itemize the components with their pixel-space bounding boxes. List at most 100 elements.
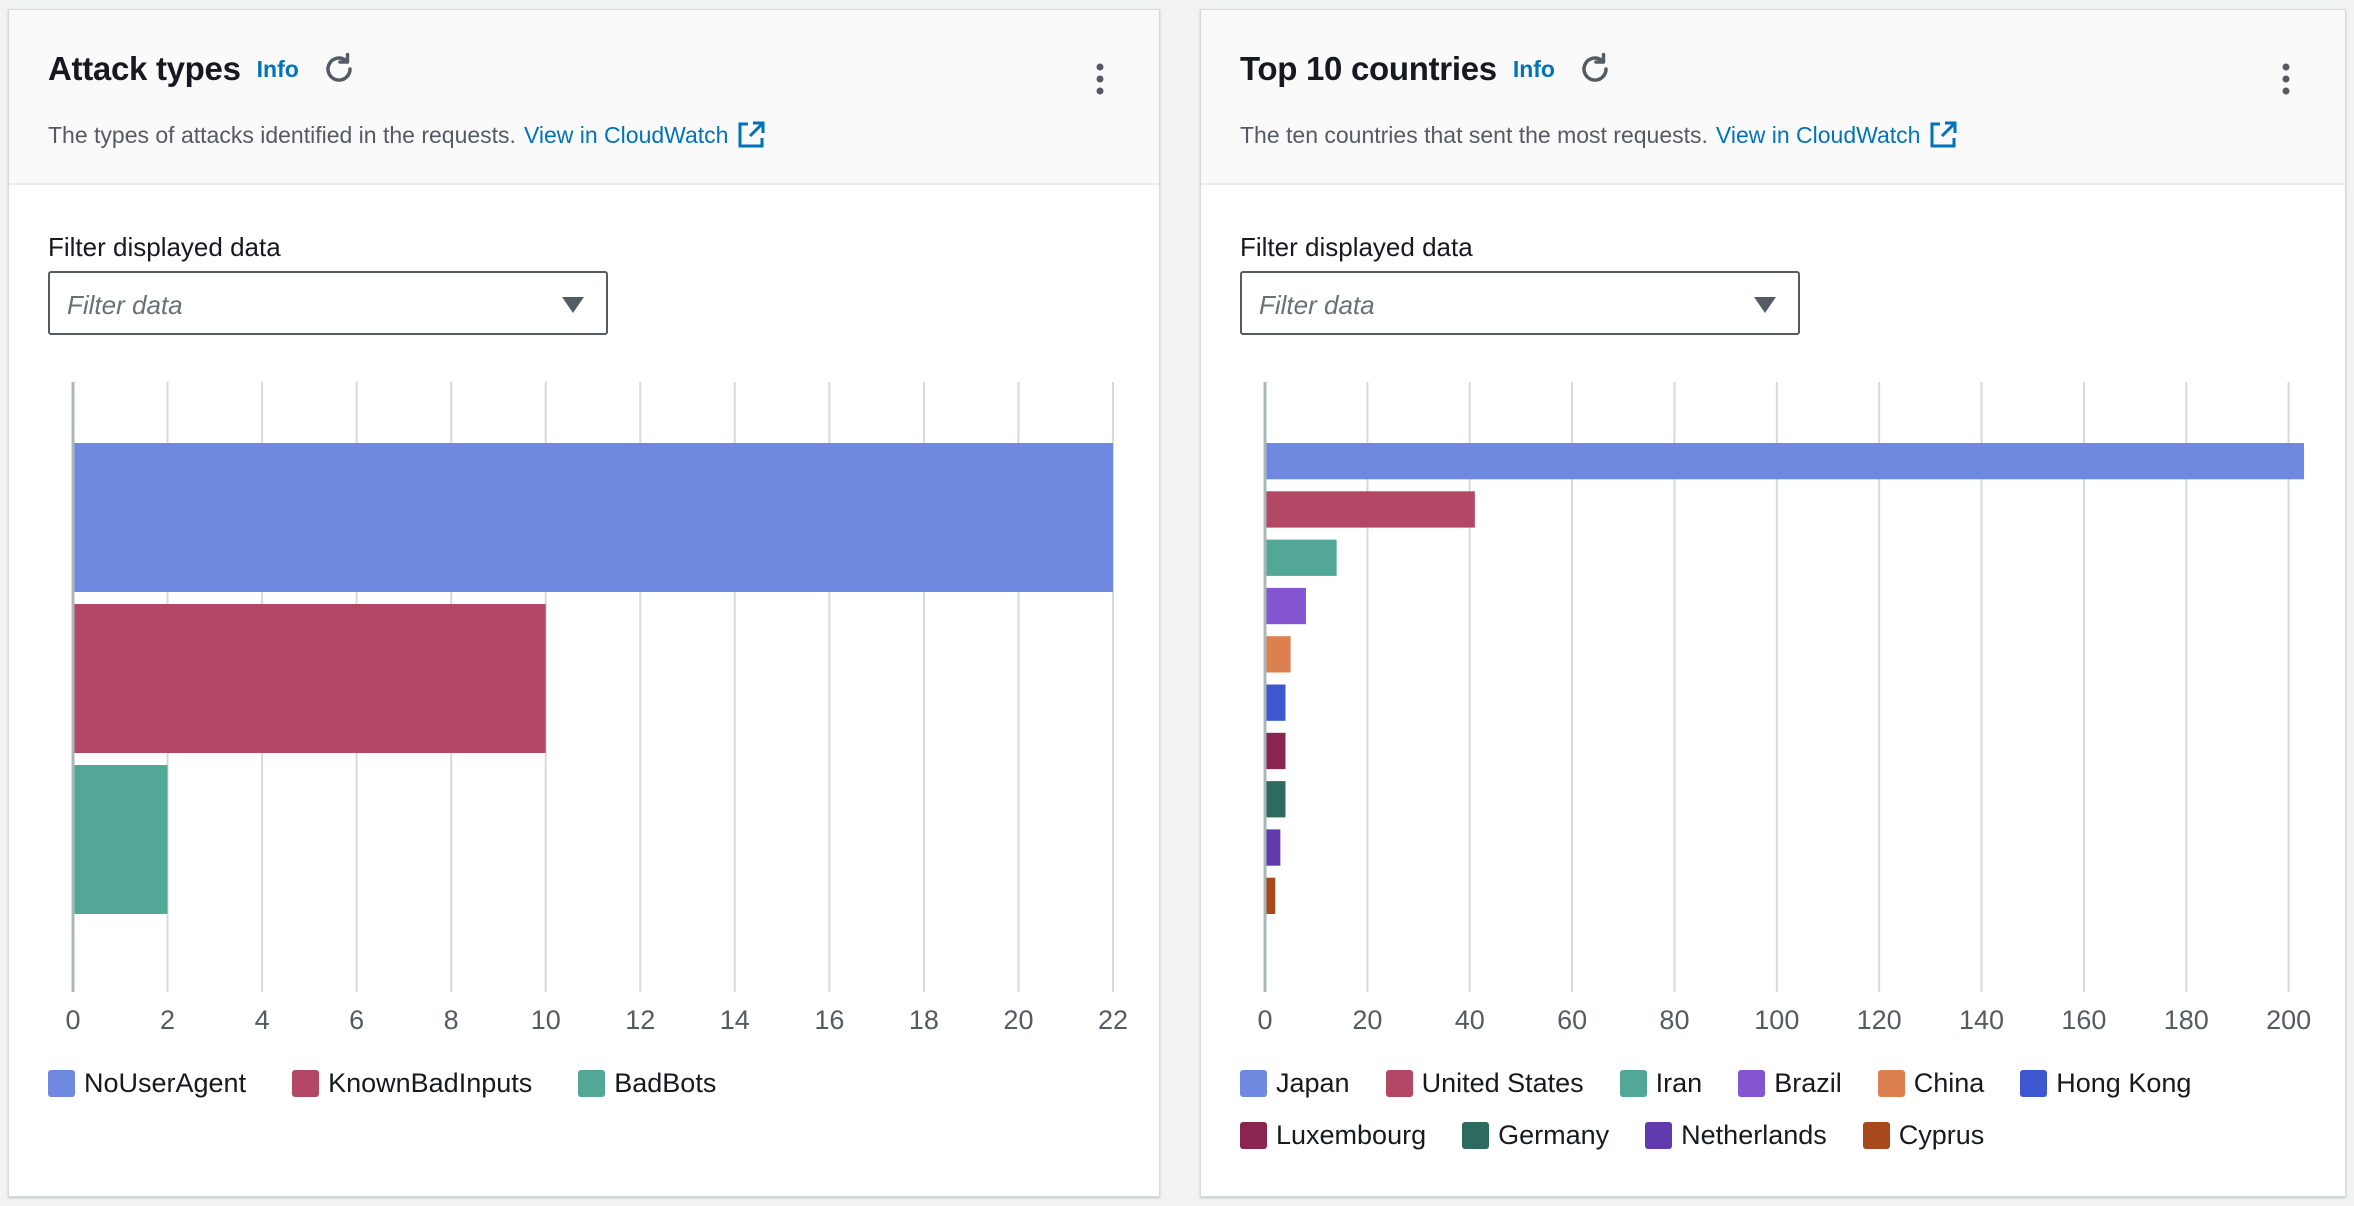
- filter-data-select[interactable]: Filter data: [48, 271, 608, 335]
- x-tick-label: 180: [2164, 1005, 2209, 1035]
- attack-types-panel: Attack types Info The types of attacks i…: [8, 9, 1160, 1197]
- legend-item[interactable]: Iran: [1619, 1068, 1703, 1099]
- more-actions-icon[interactable]: [2281, 62, 2291, 96]
- info-link[interactable]: Info: [256, 55, 299, 82]
- x-tick-label: 140: [1959, 1005, 2004, 1035]
- attack-types-chart: 0 2 4 6 8 10 12 14 16 18 20 22: [65, 382, 1128, 1035]
- info-link[interactable]: Info: [1512, 55, 1555, 82]
- x-tick-label: 8: [444, 1005, 459, 1035]
- bar[interactable]: [1266, 491, 1475, 528]
- x-tick-label: 160: [2061, 1005, 2106, 1035]
- refresh-icon[interactable]: [1577, 51, 1613, 87]
- filter-placeholder: Filter data: [67, 290, 183, 320]
- x-tick-label: 6: [349, 1005, 364, 1035]
- legend-label: Germany: [1498, 1120, 1610, 1150]
- x-tick-label: 12: [625, 1005, 655, 1035]
- panel-title: Top 10 countries: [1240, 50, 1497, 87]
- legend-item[interactable]: Netherlands: [1645, 1120, 1827, 1151]
- view-in-cloudwatch-link[interactable]: View in CloudWatch: [523, 121, 729, 148]
- legend-item[interactable]: United States: [1385, 1068, 1584, 1099]
- legend-swatch: [1862, 1122, 1890, 1149]
- caret-down-icon: [1754, 297, 1776, 313]
- x-tick-label: 60: [1557, 1005, 1587, 1035]
- legend-item[interactable]: Luxembourg: [1240, 1120, 1426, 1151]
- bar[interactable]: [1266, 443, 2305, 480]
- filter-data-select[interactable]: Filter data: [1240, 271, 1800, 335]
- legend-label: Cyprus: [1898, 1120, 1985, 1150]
- x-tick-label: 20: [1352, 1005, 1382, 1035]
- x-tick-label: 200: [2266, 1005, 2311, 1035]
- more-actions-icon[interactable]: [1095, 62, 1105, 96]
- bar[interactable]: [1266, 539, 1337, 576]
- bar[interactable]: [1266, 636, 1291, 673]
- legend-item[interactable]: Japan: [1240, 1068, 1350, 1099]
- bar[interactable]: [1266, 781, 1286, 818]
- x-tick-label: 0: [65, 1005, 80, 1035]
- legend-label: Brazil: [1774, 1068, 1842, 1098]
- x-tick-label: 14: [720, 1005, 750, 1035]
- legend-swatch: [48, 1070, 75, 1097]
- legend-swatch: [1240, 1122, 1267, 1149]
- x-tick-label: 10: [531, 1005, 561, 1035]
- x-tick-label: 40: [1455, 1005, 1485, 1035]
- bar[interactable]: [74, 443, 1114, 592]
- legend-label: BadBots: [614, 1068, 717, 1098]
- legend-swatch: [292, 1070, 320, 1097]
- x-tick-label: 100: [1754, 1005, 1799, 1035]
- bar[interactable]: [1266, 732, 1286, 770]
- legend-label: Iran: [1655, 1068, 1703, 1098]
- panel-header: Attack types Info The types of attacks i…: [9, 10, 1159, 185]
- legend-swatch: [1240, 1070, 1267, 1097]
- filter-label: Filter displayed data: [1240, 232, 1473, 262]
- legend-label: United States: [1421, 1068, 1584, 1098]
- legend-swatch: [1619, 1070, 1647, 1097]
- view-in-cloudwatch-link[interactable]: View in CloudWatch: [1715, 121, 1921, 148]
- refresh-icon[interactable]: [321, 51, 357, 87]
- bar[interactable]: [1266, 829, 1281, 866]
- legend-swatch: [1385, 1070, 1413, 1097]
- legend-item[interactable]: Germany: [1462, 1120, 1609, 1151]
- legend-item[interactable]: China: [1877, 1068, 1985, 1099]
- legend-label: Luxembourg: [1276, 1120, 1427, 1150]
- caret-down-icon: [562, 297, 584, 313]
- legend-swatch: [1462, 1122, 1490, 1149]
- description-text: The ten countries that sent the most req…: [1240, 121, 1708, 148]
- legend-swatch: [1738, 1070, 1766, 1097]
- legend-label: KnownBadInputs: [328, 1068, 533, 1098]
- legend-label: NoUserAgent: [84, 1068, 247, 1098]
- panel-header: Top 10 countries Info The ten countries …: [1201, 10, 2345, 185]
- legend-item[interactable]: KnownBadInputs: [292, 1068, 532, 1099]
- bar[interactable]: [74, 604, 546, 753]
- top-countries-chart: 0 20 40 60 80 100 120 140 160 180 200: [1257, 382, 2311, 1035]
- external-link-icon[interactable]: [736, 120, 766, 150]
- x-tick-label: 20: [1003, 1005, 1033, 1035]
- legend-label: China: [1913, 1068, 1985, 1098]
- legend-swatch: [1877, 1070, 1905, 1097]
- legend-item[interactable]: Brazil: [1738, 1068, 1842, 1099]
- legend-item[interactable]: Hong Kong: [2020, 1068, 2191, 1099]
- legend-item[interactable]: BadBots: [578, 1068, 716, 1099]
- legend-swatch: [2020, 1070, 2048, 1097]
- x-tick-label: 16: [814, 1005, 844, 1035]
- bar[interactable]: [1266, 877, 1276, 914]
- bar[interactable]: [1266, 587, 1306, 625]
- x-tick-label: 80: [1659, 1005, 1689, 1035]
- external-link-icon[interactable]: [1928, 120, 1958, 150]
- x-tick-label: 120: [1857, 1005, 1902, 1035]
- legend-label: Hong Kong: [2056, 1068, 2192, 1098]
- legend-item[interactable]: NoUserAgent: [48, 1068, 246, 1099]
- legend-swatch: [1645, 1122, 1673, 1149]
- legend-item[interactable]: Cyprus: [1862, 1120, 1985, 1151]
- bar[interactable]: [74, 765, 168, 914]
- x-tick-label: 4: [255, 1005, 270, 1035]
- legend-swatch: [578, 1070, 606, 1097]
- filter-placeholder: Filter data: [1259, 290, 1375, 320]
- top-countries-panel: Top 10 countries Info The ten countries …: [1200, 9, 2346, 1197]
- panel-description: The types of attacks identified in the r…: [48, 120, 766, 150]
- filter-label: Filter displayed data: [48, 232, 281, 262]
- panel-description: The ten countries that sent the most req…: [1240, 120, 1958, 150]
- x-tick-label: 2: [160, 1005, 175, 1035]
- x-tick-label: 18: [909, 1005, 939, 1035]
- bar[interactable]: [1266, 684, 1286, 721]
- description-text: The types of attacks identified in the r…: [48, 121, 516, 148]
